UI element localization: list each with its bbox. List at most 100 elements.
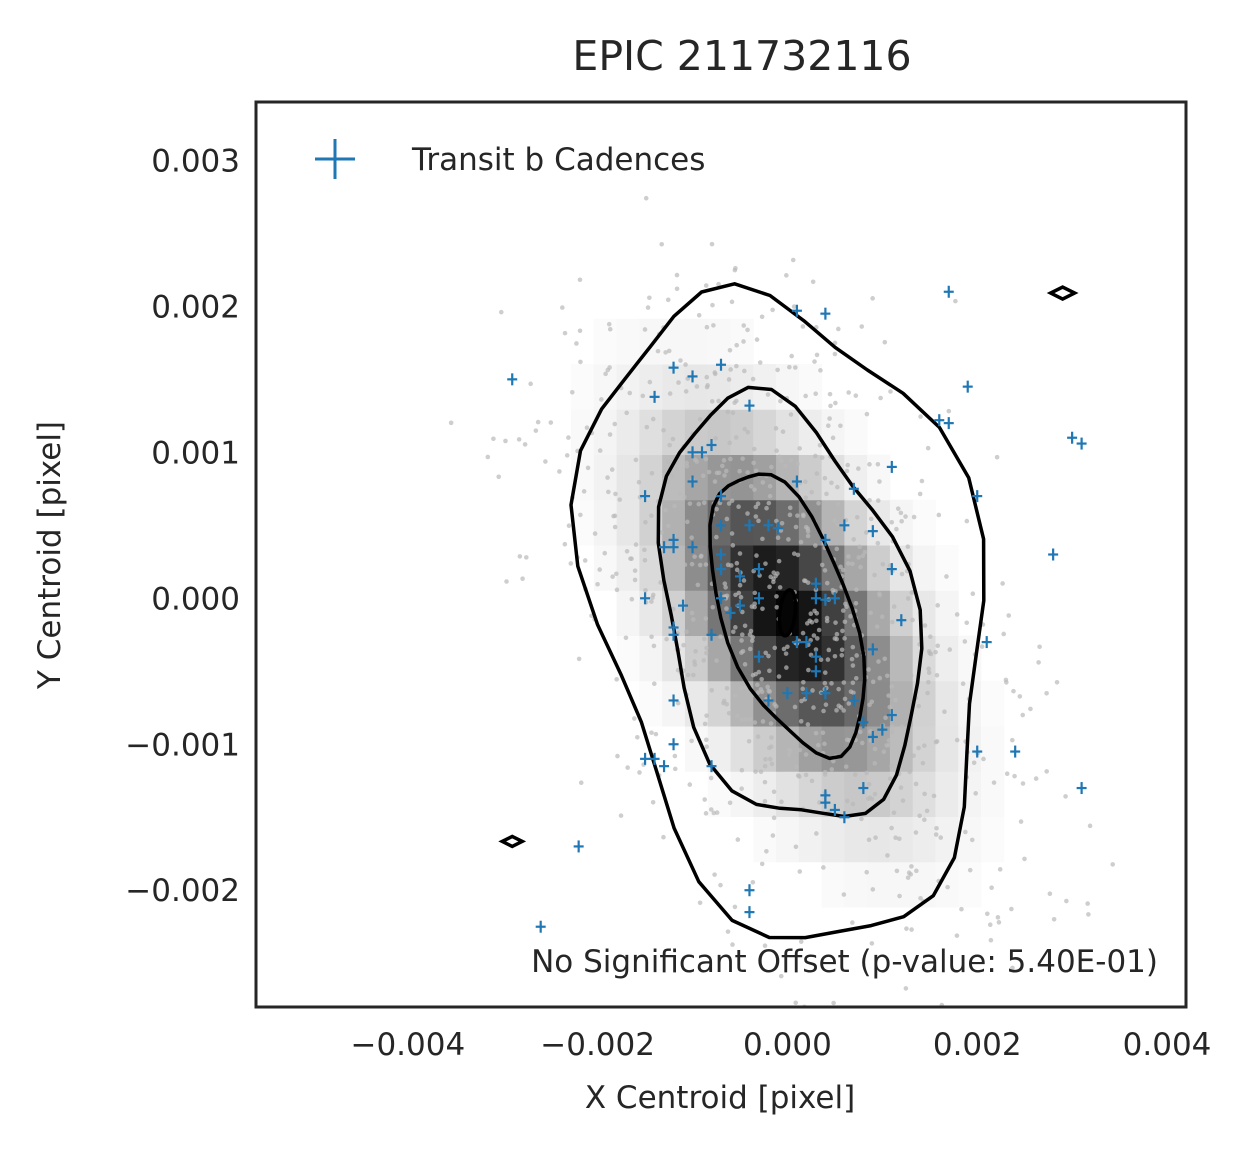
cadence-dot: [617, 497, 623, 502]
transit-point: [734, 570, 745, 583]
cadence-dot: [734, 560, 740, 566]
cadence-dot: [763, 561, 768, 566]
cadence-dot: [873, 835, 878, 840]
cadence-dot: [777, 454, 782, 460]
cadence-dot: [798, 939, 804, 944]
cadence-dot: [712, 872, 717, 877]
cadence-dot: [793, 365, 798, 370]
cadence-dot: [697, 900, 703, 906]
cadence-dot: [831, 758, 836, 764]
cadence-dot: [692, 457, 698, 463]
transit-point: [1076, 782, 1087, 795]
cadence-dot: [917, 813, 922, 819]
cadence-dot: [967, 867, 973, 873]
transit-point: [687, 370, 698, 383]
cadence-dot: [548, 420, 554, 425]
cadence-dot: [650, 592, 656, 598]
cadence-dot: [824, 580, 830, 586]
transit-point: [867, 730, 878, 743]
cadence-dot: [908, 872, 914, 877]
cadence-dot: [733, 435, 739, 440]
cadence-dot: [1063, 794, 1068, 799]
density-cell: [798, 771, 823, 818]
cadence-dot: [868, 516, 874, 522]
cadence-dot: [672, 766, 678, 772]
cadence-dot: [995, 915, 1001, 920]
cadence-dot: [753, 468, 759, 474]
cadence-dot: [742, 662, 748, 667]
transit-point: [744, 399, 755, 412]
cadence-dot: [764, 505, 769, 511]
cadence-dot: [685, 672, 691, 678]
cadence-dot: [914, 868, 919, 874]
cadence-dot: [913, 830, 919, 835]
transit-point: [573, 840, 584, 853]
density-cell: [662, 364, 686, 410]
cadence-dot: [858, 564, 863, 570]
cadence-dot: [574, 341, 579, 346]
cadence-dot: [704, 374, 710, 380]
transit-point: [962, 380, 973, 393]
x-axis-ticks: −0.004 −0.002 0.000 0.002 0.004: [350, 1027, 1211, 1063]
cadence-dot: [737, 551, 743, 556]
density-cell: [821, 726, 845, 772]
cadence-dot: [884, 743, 889, 748]
cadence-dot: [673, 576, 679, 582]
cadence-dot: [894, 526, 899, 532]
cadence-dot: [798, 719, 804, 724]
cadence-dot: [836, 326, 841, 332]
cadence-dot: [836, 686, 841, 692]
cadence-dot: [750, 376, 756, 382]
cadence-dot: [936, 512, 942, 518]
cadence-dot: [821, 865, 826, 870]
density-cell: [616, 590, 640, 637]
cadence-dot: [734, 398, 739, 404]
cadence-dot: [726, 377, 732, 382]
cadence-dot: [770, 307, 775, 313]
cadence-dot: [625, 765, 630, 770]
cadence-dot: [945, 884, 950, 890]
density-cell: [616, 318, 640, 365]
transit-point: [716, 519, 726, 532]
density-cell: [889, 545, 914, 591]
cadence-dot: [864, 411, 870, 417]
cadence-dot: [713, 436, 718, 441]
cadence-dot: [820, 730, 826, 736]
cadence-dot: [786, 537, 791, 542]
cadence-dot: [651, 681, 657, 687]
cadence-dot: [701, 658, 707, 663]
cadence-dot: [607, 432, 613, 437]
cadence-dot: [685, 519, 690, 525]
cadence-dot: [843, 764, 849, 769]
cadence-dot: [827, 391, 833, 397]
cadence-dot: [774, 518, 779, 524]
cadence-dot: [857, 544, 862, 550]
cadence-dot: [609, 467, 615, 472]
density-cell: [753, 816, 777, 863]
density-cell: [662, 499, 686, 546]
cadence-dot: [576, 656, 582, 662]
cadence-dot: [739, 685, 744, 691]
cadence-dot: [767, 668, 772, 674]
cadence-dot: [926, 679, 931, 685]
density-cell: [776, 499, 800, 546]
cadence-dot: [803, 578, 808, 584]
transit-point: [782, 687, 793, 700]
density-cell: [571, 409, 595, 456]
cadence-dot: [984, 911, 990, 917]
cadence-dot: [954, 737, 960, 743]
cadence-dot: [899, 518, 904, 524]
transit-point: [659, 541, 670, 554]
cadence-dot: [853, 600, 859, 606]
cadence-dot: [1018, 819, 1024, 824]
cadence-dot: [712, 479, 718, 484]
transit-point: [791, 636, 802, 649]
cadence-dot: [649, 634, 654, 640]
cadence-dot: [831, 1000, 836, 1006]
cadence-dot: [699, 553, 704, 559]
cadence-dot: [866, 796, 871, 802]
cadence-dot: [726, 710, 732, 716]
cadence-dot: [704, 324, 710, 330]
cadence-dot: [887, 776, 893, 782]
cadence-dot: [773, 704, 779, 709]
